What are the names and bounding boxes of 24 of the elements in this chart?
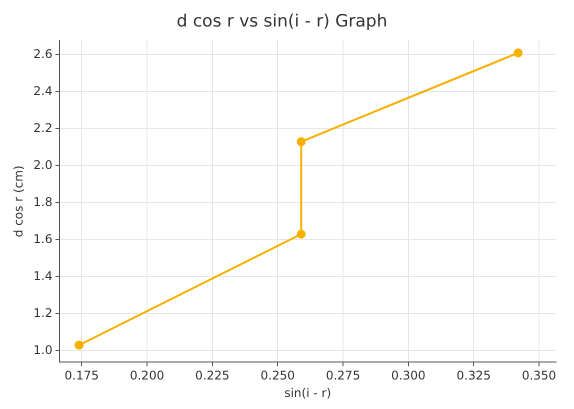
point: [296, 137, 306, 146]
chart-title: d cos r vs sin(i - r) Graph: [176, 12, 388, 32]
x-tick-label: 0.325: [456, 368, 491, 383]
y-tick-label: 1.2: [33, 306, 52, 320]
x-tick-label: 0.175: [64, 368, 99, 383]
y-tick-label: 1.4: [33, 268, 52, 283]
x-tick-label: 0.200: [130, 368, 164, 383]
x-tick-label: 0.300: [391, 368, 426, 383]
x-tick-label: 0.250: [260, 368, 295, 383]
y-tick-label: 1.6: [33, 232, 52, 246]
y-tick-label: 2.4: [33, 84, 52, 98]
x-tick-label: 0.225: [195, 368, 230, 383]
x-axis-title: sin(i - r): [284, 386, 332, 400]
y-tick-label: 2.6: [33, 46, 52, 61]
y-tick-label: 1.8: [33, 194, 52, 209]
point: [296, 230, 306, 239]
x-tick-label: 0.275: [326, 368, 360, 383]
y-tick-label: 2.0: [33, 158, 52, 172]
y-tick-label: 1.0: [33, 342, 52, 357]
y-tick-label: 2.2: [33, 120, 52, 135]
x-tick-label: 0.350: [522, 368, 556, 383]
y-axis-title: d cos r (cm): [11, 165, 26, 238]
point: [514, 48, 523, 58]
point: [74, 340, 84, 350]
